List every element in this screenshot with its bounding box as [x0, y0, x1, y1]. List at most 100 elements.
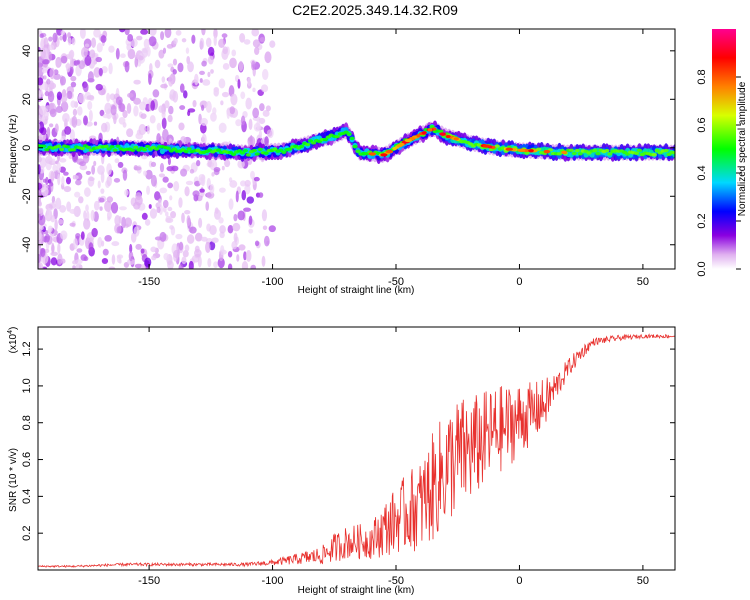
- heatmap-cell: [38, 90, 41, 100]
- heatmap-cell: [235, 190, 239, 203]
- heatmap-cell: [205, 100, 212, 113]
- heatmap-cell: [98, 197, 105, 203]
- heatmap-cell: [259, 37, 266, 43]
- heatmap-cell: [79, 161, 86, 167]
- heatmap-cell: [245, 97, 252, 110]
- heatmap-cell: [216, 148, 222, 152]
- heatmap-cell: [44, 233, 51, 243]
- heatmap-cell: [78, 196, 84, 204]
- heatmap-cell: [523, 148, 529, 153]
- heatmap-cell: [133, 97, 141, 105]
- heatmap-cell: [258, 117, 266, 125]
- heatmap-cell: [136, 35, 143, 41]
- heatmap-cell: [102, 113, 111, 119]
- heatmap-cell: [168, 105, 174, 115]
- heatmap-cell: [158, 173, 166, 178]
- heatmap-cell: [68, 50, 74, 61]
- heatmap-cell: [194, 232, 203, 242]
- heatmap-cell: [568, 148, 574, 153]
- heatmap-cell: [45, 203, 53, 211]
- heatmap-cell: [61, 176, 65, 187]
- heatmap-cell: [130, 148, 136, 152]
- heatmap-cell: [79, 146, 86, 151]
- heatmap-cell: [221, 91, 230, 98]
- heatmap-cell: [189, 168, 195, 174]
- heatmap-cell: [244, 179, 251, 187]
- heatmap-cell: [46, 78, 51, 85]
- heatmap-cell: [115, 47, 120, 60]
- heatmap-cell: [244, 184, 251, 195]
- heatmap-cell: [38, 66, 44, 77]
- heatmap-cell: [100, 171, 105, 184]
- heatmap-cell: [231, 49, 237, 57]
- heatmap-cell: [178, 241, 184, 251]
- heatmap-cell: [69, 222, 76, 227]
- heatmap-cell: [73, 205, 81, 218]
- heatmap-cell: [201, 133, 207, 145]
- heatmap-cell: [385, 150, 394, 154]
- heatmap-cell: [227, 250, 233, 258]
- heatmap-cell: [528, 149, 534, 153]
- heatmap-cell: [218, 38, 226, 49]
- heatmap-cell: [126, 103, 132, 114]
- heatmap-cell: [111, 241, 120, 247]
- heatmap-cell: [249, 134, 253, 147]
- heatmap-cell: [56, 91, 63, 101]
- heatmap-cell: [49, 182, 54, 187]
- heatmap-cell: [148, 72, 152, 85]
- heatmap-cell: [45, 176, 49, 185]
- heatmap-cell: [211, 172, 215, 177]
- heatmap-cell: [143, 170, 147, 176]
- heatmap-cell: [269, 40, 276, 48]
- heatmap-cell: [88, 109, 93, 122]
- heatmap-cell: [494, 144, 500, 148]
- heatmap-cell: [167, 182, 174, 189]
- heatmap-cell: [106, 147, 112, 151]
- x-tick-label: 0: [516, 575, 522, 587]
- heatmap-cell: [144, 218, 151, 226]
- heatmap-cell: [262, 68, 269, 81]
- heatmap-cell: [65, 176, 72, 185]
- heatmap-cell: [51, 242, 55, 254]
- heatmap-cell: [156, 122, 162, 131]
- heatmap-cell: [76, 59, 81, 65]
- heatmap-cell: [106, 175, 112, 187]
- heatmap-cell: [149, 62, 153, 73]
- heatmap-cell: [63, 185, 72, 193]
- heatmap-cell: [40, 248, 46, 257]
- x-tick-label: 50: [637, 575, 649, 587]
- colorbar: [712, 29, 736, 269]
- heatmap-cell: [262, 110, 270, 117]
- heatmap-cell: [219, 225, 226, 234]
- heatmap-cell: [85, 170, 91, 175]
- heatmap-cell: [172, 58, 178, 66]
- heatmap-cell: [83, 115, 89, 126]
- heatmap-cell: [169, 225, 174, 230]
- heatmap-cell: [83, 210, 87, 220]
- heatmap-cell: [237, 210, 245, 221]
- heatmap-cell: [45, 155, 53, 164]
- heatmap-cell: [122, 110, 128, 119]
- heatmap-cell: [421, 131, 427, 135]
- heatmap-cell: [192, 190, 200, 198]
- heatmap-cell: [95, 83, 103, 91]
- heatmap-cell: [654, 148, 660, 153]
- heatmap-cell: [212, 107, 217, 115]
- heatmap-cell: [129, 243, 133, 254]
- heatmap-cell: [77, 92, 86, 104]
- heatmap-cell: [103, 144, 109, 149]
- heatmap-cell: [210, 112, 217, 122]
- heatmap-cell: [266, 129, 273, 137]
- heatmap-cell: [181, 38, 187, 43]
- snr-ylabel: SNR (10 * v/v): [8, 448, 19, 512]
- heatmap-cell: [38, 196, 41, 203]
- heatmap-cell: [156, 133, 161, 144]
- heatmap-cell: [169, 195, 173, 201]
- heatmap-cell: [207, 258, 212, 268]
- heatmap-cell: [517, 148, 526, 152]
- heatmap-cell: [238, 244, 246, 251]
- heatmap-cell: [154, 236, 163, 241]
- heatmap-cell: [229, 106, 236, 115]
- heatmap-cell: [224, 159, 231, 168]
- heatmap-cell: [93, 200, 100, 211]
